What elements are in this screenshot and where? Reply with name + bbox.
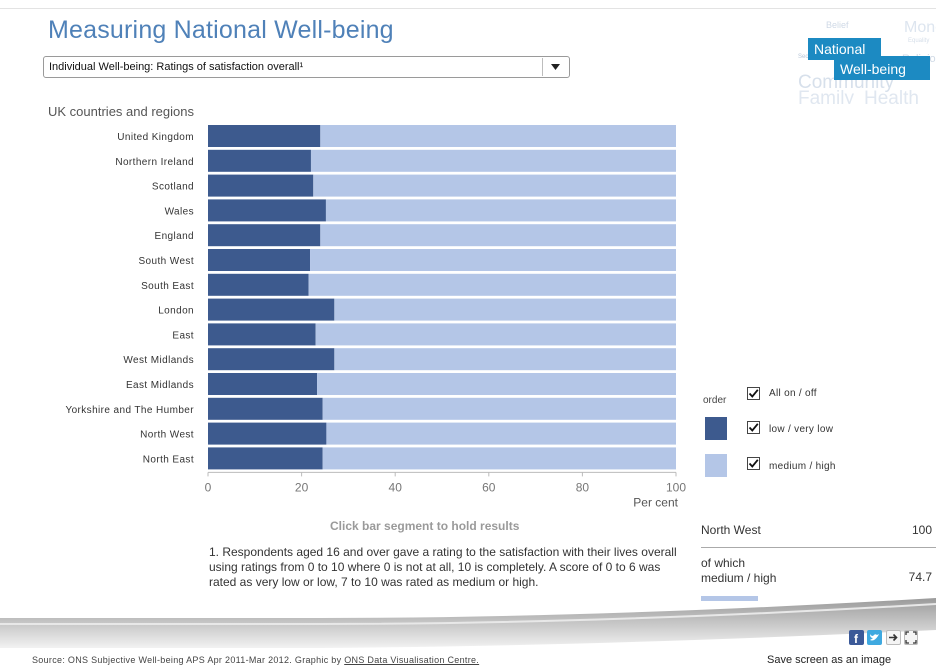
x-axis-label: Per cent xyxy=(633,495,678,509)
page-title: Measuring National Well-being xyxy=(48,16,394,44)
checkmark-icon xyxy=(748,423,759,432)
logo-bg-word: Health xyxy=(864,88,919,104)
legend-order-label: order xyxy=(703,395,727,406)
national-wellbeing-logo: Belief Money Equality Religion Security … xyxy=(798,18,936,104)
category-label: East Midlands xyxy=(126,380,194,391)
bar-low-segment[interactable] xyxy=(208,348,335,371)
bar-low-segment[interactable] xyxy=(208,273,309,296)
info-of-which-label: of which medium / high xyxy=(701,556,777,585)
category-label: United Kingdom xyxy=(117,132,194,143)
source-text: Source: ONS Subjective Well-being APS Ap… xyxy=(32,655,345,665)
indicator-dropdown[interactable]: Individual Well-being: Ratings of satisf… xyxy=(43,56,570,78)
dropdown-arrow-button[interactable] xyxy=(542,58,567,76)
stacked-bar-chart: United Kingdom Northern Ireland Scotland Wa… xyxy=(65,125,686,509)
bar-low-segment[interactable] xyxy=(208,125,321,147)
info-of-which-value: 74.7 xyxy=(908,570,932,584)
bar-low-segment[interactable] xyxy=(208,323,316,346)
x-tick-label: 80 xyxy=(576,480,590,494)
category-label: West Midlands xyxy=(123,355,194,366)
svg-text:f: f xyxy=(854,632,859,645)
bar-low-segment[interactable] xyxy=(208,224,321,247)
footnote: 1. Respondents aged 16 and over gave a r… xyxy=(209,545,677,589)
logo-bg-word: Money xyxy=(904,19,936,36)
logo-line1: National xyxy=(814,41,865,57)
bar-high-segment[interactable] xyxy=(320,125,676,147)
bar-low-segment[interactable] xyxy=(208,174,314,197)
low-series-label: low / very low xyxy=(769,424,834,435)
dropdown-selected-value: Individual Well-being: Ratings of satisf… xyxy=(49,61,304,73)
logo-bg-word: Belief xyxy=(826,20,849,30)
bar-low-segment[interactable] xyxy=(208,373,318,395)
chart-hint: Click bar segment to hold results xyxy=(330,519,520,533)
bar-high-segment[interactable] xyxy=(308,273,676,296)
info-divider xyxy=(701,547,936,548)
high-series-checkbox[interactable] xyxy=(747,457,760,470)
x-tick-label: 100 xyxy=(666,480,686,494)
bar-high-segment[interactable] xyxy=(313,174,676,197)
bar-high-segment[interactable] xyxy=(310,249,676,271)
low-series-checkbox[interactable] xyxy=(747,421,760,434)
fullscreen-icon[interactable] xyxy=(904,630,918,645)
category-label: South West xyxy=(138,256,194,267)
checkmark-icon xyxy=(748,389,759,398)
bar-low-segment[interactable] xyxy=(208,249,311,271)
bar-low-segment[interactable] xyxy=(208,298,335,321)
bar-low-segment[interactable] xyxy=(208,422,327,445)
all-toggle-checkbox[interactable] xyxy=(747,387,760,400)
high-series-label: medium / high xyxy=(769,461,836,472)
bar-high-segment[interactable] xyxy=(334,348,676,371)
high-swatch xyxy=(705,454,727,477)
chevron-down-icon xyxy=(550,64,560,70)
bar-low-segment[interactable] xyxy=(208,149,311,172)
bar-high-segment[interactable] xyxy=(325,199,676,222)
bar-high-segment[interactable] xyxy=(320,224,676,247)
x-tick-label: 60 xyxy=(482,480,496,494)
x-tick-label: 0 xyxy=(205,480,212,494)
x-tick-label: 20 xyxy=(295,480,309,494)
save-image-link[interactable]: Save screen as an image xyxy=(767,654,892,666)
category-label: North West xyxy=(140,430,194,441)
bar-high-segment[interactable] xyxy=(334,298,676,321)
source-link[interactable]: ONS Data Visualisation Centre. xyxy=(344,655,480,665)
logo-bg-word: Equality xyxy=(908,38,929,44)
all-toggle-label: All on / off xyxy=(769,388,817,399)
category-label: Wales xyxy=(165,206,194,217)
top-divider xyxy=(0,8,936,9)
checkmark-icon xyxy=(748,459,759,468)
category-label: East xyxy=(172,330,194,341)
facebook-icon[interactable]: f xyxy=(849,630,864,646)
arrow-icon[interactable] xyxy=(886,630,901,645)
category-label: South East xyxy=(141,281,194,292)
info-region-name: North West xyxy=(701,523,761,537)
bar-low-segment[interactable] xyxy=(208,397,323,420)
low-swatch xyxy=(705,417,727,440)
category-label: North East xyxy=(143,454,194,465)
bar-low-segment[interactable] xyxy=(208,199,326,222)
twitter-icon[interactable] xyxy=(867,630,882,645)
bar-high-segment[interactable] xyxy=(322,397,676,420)
x-tick-label: 40 xyxy=(389,480,403,494)
bar-high-segment[interactable] xyxy=(322,447,676,470)
bar-high-segment[interactable] xyxy=(315,323,676,346)
bar-low-segment[interactable] xyxy=(208,447,323,470)
category-label: England xyxy=(155,231,195,242)
bar-high-segment[interactable] xyxy=(310,149,676,172)
logo-bg-word: Family xyxy=(798,88,854,104)
category-label: Scotland xyxy=(152,182,194,193)
logo-line2: Well-being xyxy=(840,61,906,77)
footer-swoosh xyxy=(0,598,936,648)
category-label: Northern Ireland xyxy=(115,157,194,168)
category-label: London xyxy=(158,306,194,317)
chart-subtitle: UK countries and regions xyxy=(48,104,194,119)
info-total-value: 100 xyxy=(911,523,932,537)
category-label: Yorkshire and The Humber xyxy=(65,405,194,416)
bar-high-segment[interactable] xyxy=(326,422,676,445)
bar-high-segment[interactable] xyxy=(317,373,676,395)
source-note: Source: ONS Subjective Well-being APS Ap… xyxy=(32,655,479,665)
info-value-bar xyxy=(701,596,758,601)
